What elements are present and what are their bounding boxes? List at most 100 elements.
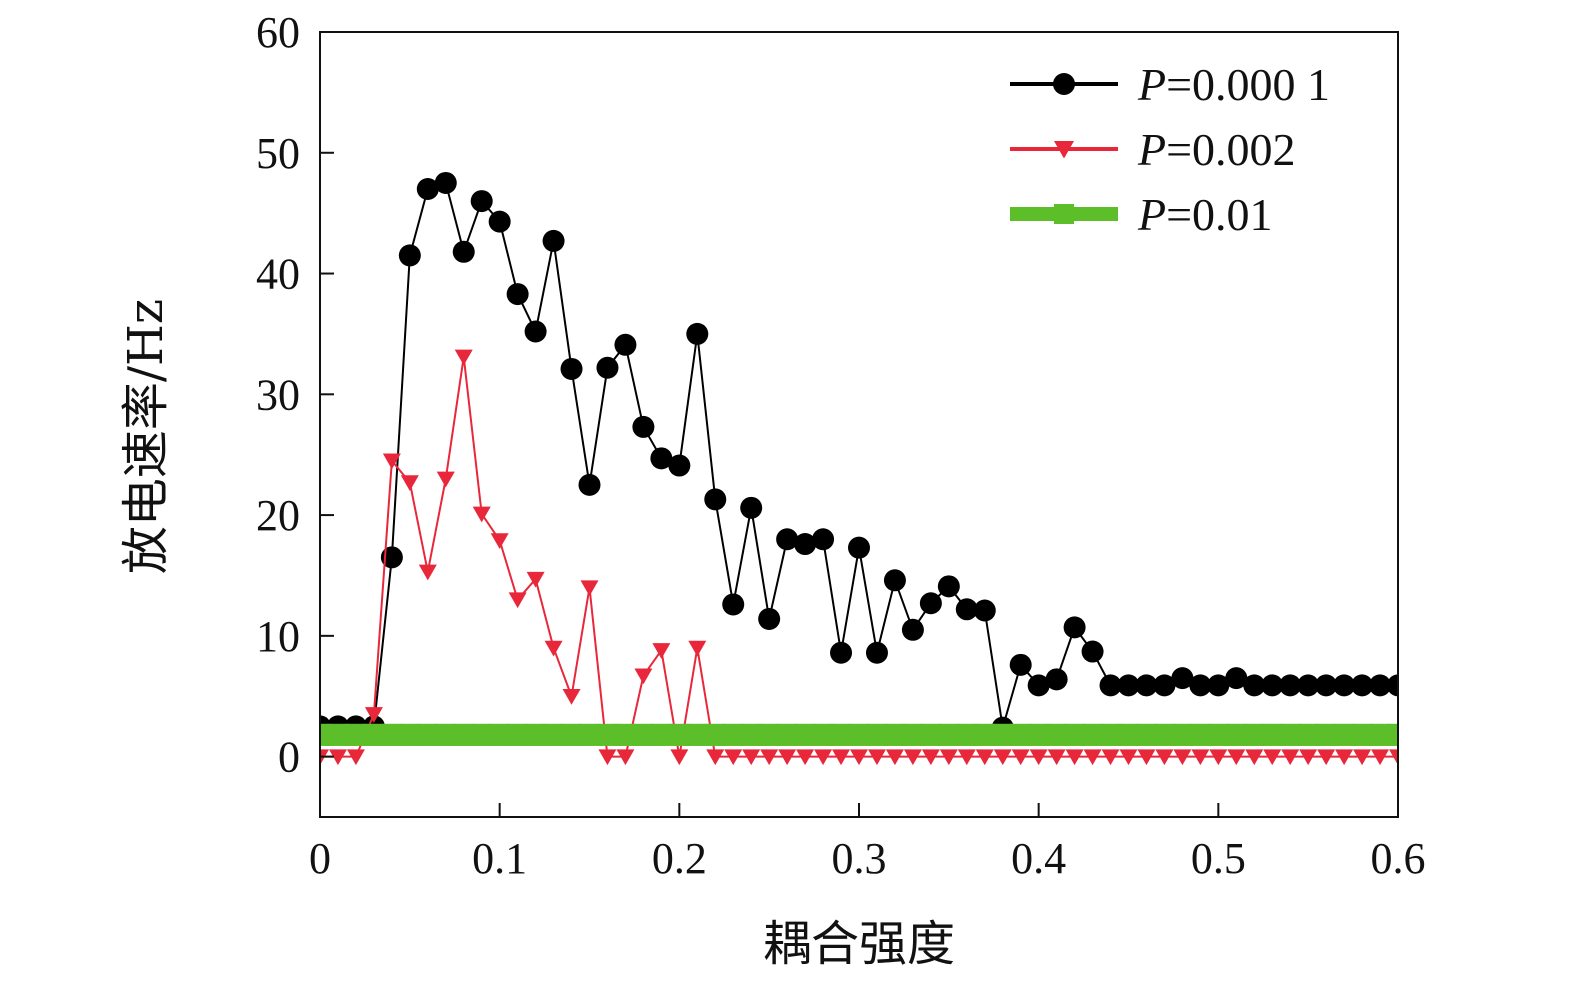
data-point: [830, 723, 853, 746]
data-point: [919, 723, 942, 746]
data-point: [578, 723, 601, 746]
data-point: [973, 599, 996, 622]
x-tick-label: 0.1: [472, 834, 527, 883]
data-point: [830, 641, 853, 664]
data-point: [632, 415, 655, 438]
data-point: [1083, 749, 1102, 766]
data-point: [1135, 674, 1158, 697]
data-point: [937, 575, 960, 598]
data-point: [1027, 723, 1050, 746]
data-point: [722, 593, 745, 616]
data-point: [939, 749, 958, 766]
data-point: [452, 723, 475, 746]
legend-marker: [1054, 141, 1074, 159]
data-point: [320, 723, 331, 746]
data-point: [562, 689, 581, 705]
y-tick-label: 30: [256, 370, 300, 419]
series-layer: [320, 171, 1398, 766]
data-point: [1351, 723, 1374, 746]
data-point: [1009, 723, 1032, 746]
data-point: [794, 533, 817, 556]
data-point: [670, 749, 689, 766]
data-point: [704, 723, 727, 746]
data-point: [776, 528, 799, 551]
data-point: [1099, 674, 1122, 697]
data-point: [560, 357, 583, 380]
data-point: [434, 171, 457, 194]
data-point: [380, 723, 403, 746]
data-point: [634, 668, 653, 685]
data-point: [1081, 640, 1104, 663]
data-point: [560, 723, 583, 746]
data-point: [814, 749, 833, 766]
data-point: [919, 592, 942, 615]
data-point: [470, 190, 493, 213]
data-point: [454, 349, 473, 366]
data-point: [1245, 749, 1264, 766]
data-point: [778, 749, 797, 766]
data-point: [686, 723, 709, 746]
data-point: [740, 723, 763, 746]
legend-marker: [1053, 73, 1075, 95]
data-point: [488, 210, 511, 233]
data-point: [398, 723, 421, 746]
data-point: [760, 749, 779, 766]
data-point: [400, 475, 419, 492]
data-point: [1063, 723, 1086, 746]
data-point: [921, 749, 940, 766]
data-point: [526, 571, 545, 588]
x-axis-title: 耦合强度: [763, 916, 955, 972]
data-point: [580, 580, 599, 597]
data-point: [416, 723, 439, 746]
axis-ticks: 0 0.1 0.2 0.3 0.4 0.5 0.6 0 10 20 30 40 50 60: [256, 8, 1426, 883]
legend: P=0.000 1 P=0.002 P=0.01: [1010, 59, 1330, 240]
data-point: [1171, 723, 1194, 746]
data-point: [524, 723, 547, 746]
data-point: [632, 723, 655, 746]
data-point: [1387, 723, 1398, 746]
y-axis-title: 放电速率/Hz: [118, 299, 174, 574]
data-point: [1155, 749, 1174, 766]
data-point: [1281, 749, 1300, 766]
data-point: [398, 244, 421, 267]
data-point: [1189, 723, 1212, 746]
data-point: [1279, 674, 1302, 697]
data-point: [865, 641, 888, 664]
data-point: [1191, 749, 1210, 766]
data-point: [346, 749, 365, 766]
data-point: [722, 723, 745, 746]
data-point: [1171, 667, 1194, 690]
data-point: [850, 749, 868, 766]
data-point: [1117, 674, 1140, 697]
data-point: [1153, 674, 1176, 697]
data-point: [1261, 674, 1284, 697]
y-tick-label: 10: [256, 612, 300, 661]
series-line: [320, 181, 1398, 729]
series-3: [320, 723, 1398, 746]
data-point: [488, 723, 511, 746]
x-tick-label: 0: [309, 834, 331, 883]
data-point: [1227, 749, 1246, 766]
data-point: [883, 723, 906, 746]
data-point: [1207, 723, 1230, 746]
data-point: [955, 723, 978, 746]
series-2: [320, 349, 1398, 766]
data-point: [650, 723, 673, 746]
data-point: [885, 749, 904, 766]
legend-marker: [1054, 204, 1074, 224]
data-point: [1225, 667, 1248, 690]
data-point: [1261, 723, 1284, 746]
data-point: [848, 536, 870, 559]
data-point: [506, 283, 529, 306]
legend-entry: P=0.002: [1010, 124, 1296, 175]
data-point: [650, 447, 673, 470]
data-point: [326, 723, 349, 746]
data-point: [742, 749, 761, 766]
data-point: [1243, 723, 1266, 746]
data-point: [1333, 723, 1356, 746]
data-point: [812, 723, 835, 746]
data-point: [1335, 749, 1354, 766]
data-point: [724, 749, 743, 766]
data-point: [832, 749, 851, 766]
data-point: [704, 488, 727, 511]
